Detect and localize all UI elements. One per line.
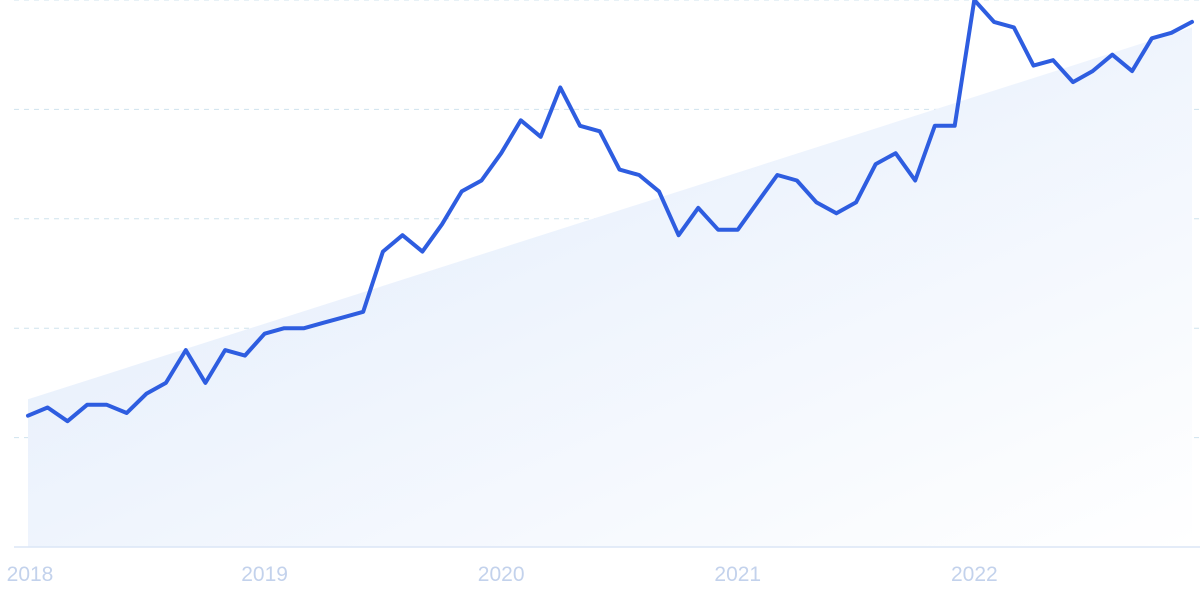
trend-area xyxy=(28,27,1192,548)
x-axis-ticks: 2018 2019 2020 2021 2022 xyxy=(7,563,998,586)
x-tick-label: 2021 xyxy=(714,563,761,586)
x-tick-label: 2019 xyxy=(241,563,288,586)
x-tick-label: 2020 xyxy=(478,563,525,586)
series-line xyxy=(26,0,1194,424)
x-tick-label: 2022 xyxy=(951,563,998,586)
x-tick-label: 2018 xyxy=(7,563,54,586)
